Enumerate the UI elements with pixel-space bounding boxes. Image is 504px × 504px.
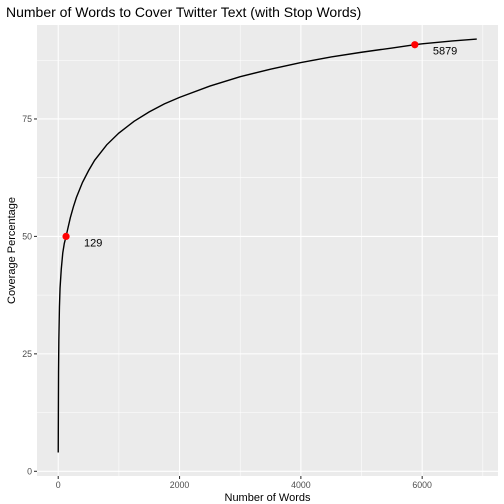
y-tick-label: 75 [22,114,32,124]
x-tick-label: 6000 [412,480,432,490]
y-tick-label: 50 [22,231,32,241]
highlight-markers [62,41,419,241]
major-gridlines [37,25,498,476]
x-tick-label: 0 [56,480,61,490]
coverage-curve [57,38,477,453]
highlight-labels: 129 5879 [84,46,457,250]
highlight-label: 5879 [433,46,457,58]
axis-ticks [34,118,423,479]
highlight-marker [62,232,70,241]
highlight-label: 129 [84,237,102,249]
y-tick-label: 0 [27,466,32,476]
x-tick-label: 4000 [291,480,311,490]
chart-title: Number of Words to Cover Twitter Text (w… [6,4,361,20]
axis-tick-labels: 0 2000 4000 6000 0 25 50 75 [22,114,432,490]
y-tick-label: 25 [22,349,32,359]
plot-panel [37,25,498,476]
minor-gridlines [37,25,498,476]
highlight-marker [411,41,419,49]
x-axis-title: Number of Words [225,492,311,504]
x-tick-label: 2000 [170,480,190,490]
y-axis-title: Coverage Percentage [6,197,18,304]
